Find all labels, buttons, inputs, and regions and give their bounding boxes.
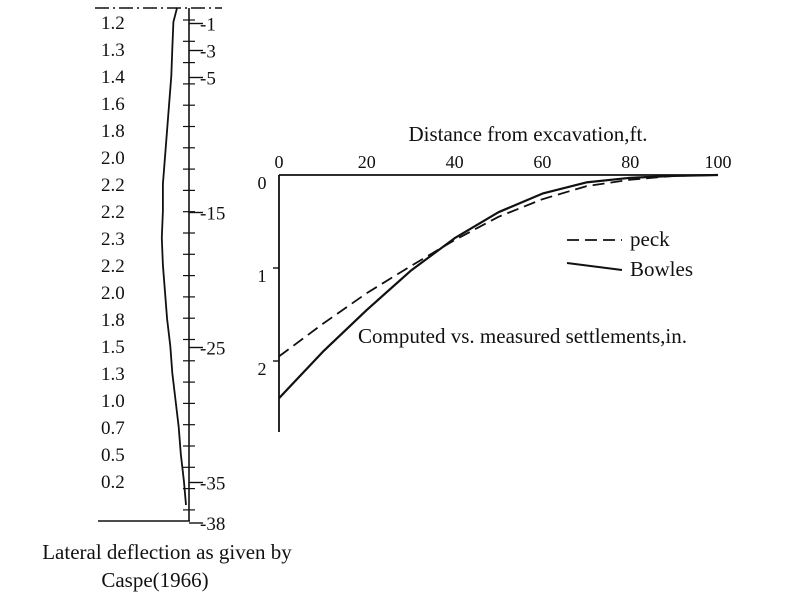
y-tick-label: 0: [258, 173, 267, 193]
legend-label-bowles: Bowles: [630, 257, 693, 281]
depth-tick-label: -35: [200, 474, 225, 495]
deflection-value-label: 2.2: [101, 175, 125, 196]
deflection-value-label: 2.2: [101, 256, 125, 277]
deflection-value-label: 2.0: [101, 283, 125, 304]
series-line-bowles: [278, 173, 719, 399]
depth-tick-label: -15: [200, 204, 225, 225]
x-tick-label: 60: [533, 152, 551, 172]
x-tick-label: 40: [446, 152, 464, 172]
deflection-value-label: 1.8: [101, 121, 125, 142]
left-chart-title-line1: Lateral deflection as given by: [42, 540, 292, 564]
depth-tick-label: -25: [200, 339, 225, 360]
depth-tick-label: -1: [200, 15, 216, 36]
deflection-value-label: 1.8: [101, 310, 125, 331]
deflection-value-label: 2.0: [101, 148, 125, 169]
settlement-chart: Distance from excavation,ft.0 20 40 60 80 100…: [258, 122, 732, 432]
depth-tick-label: -3: [200, 42, 216, 63]
deflection-value-label: 0.2: [101, 472, 125, 493]
legend-swatch-bowles: [566, 262, 623, 271]
deflection-value-label: 1.2: [101, 13, 125, 34]
y-tick-label: 1: [258, 266, 267, 286]
x-axis-label: Distance from excavation,ft.: [408, 122, 647, 146]
settlement-chart-title: Computed vs. measured settlements,in.: [358, 324, 687, 348]
lateral-deflection-chart: -1 -3 -5 -15 -25 -35 -38 1.2 1.3 1.4 1.6 1.8 2.0 2.2 2…: [42, 7, 292, 592]
deflection-value-label: 1.4: [101, 67, 125, 88]
depth-tick-label: -5: [200, 69, 216, 90]
deflection-value-label: 1.6: [101, 94, 125, 115]
deflection-value-label: 1.3: [101, 40, 125, 61]
deflection-value-label: 2.2: [101, 202, 125, 223]
legend-label-peck: peck: [630, 227, 670, 251]
depth-tick-label: -38: [200, 514, 225, 535]
x-tick-label: 0: [275, 152, 284, 172]
deflection-curve: [160, 7, 187, 506]
left-chart-title-line2: Caspe(1966): [101, 568, 208, 592]
series-line-peck: [278, 174, 719, 358]
x-tick-label: 20: [358, 152, 376, 172]
x-tick-label: 100: [705, 152, 732, 172]
deflection-value-label: 2.3: [101, 229, 125, 250]
deflection-value-label: 1.3: [101, 364, 125, 385]
deflection-value-label: 0.7: [101, 418, 125, 439]
deflection-value-label: 1.0: [101, 391, 125, 412]
y-tick-label: 2: [258, 359, 267, 379]
deflection-value-label: 1.5: [101, 337, 125, 358]
deflection-value-label: 0.5: [101, 445, 125, 466]
x-tick-label: 80: [621, 152, 639, 172]
